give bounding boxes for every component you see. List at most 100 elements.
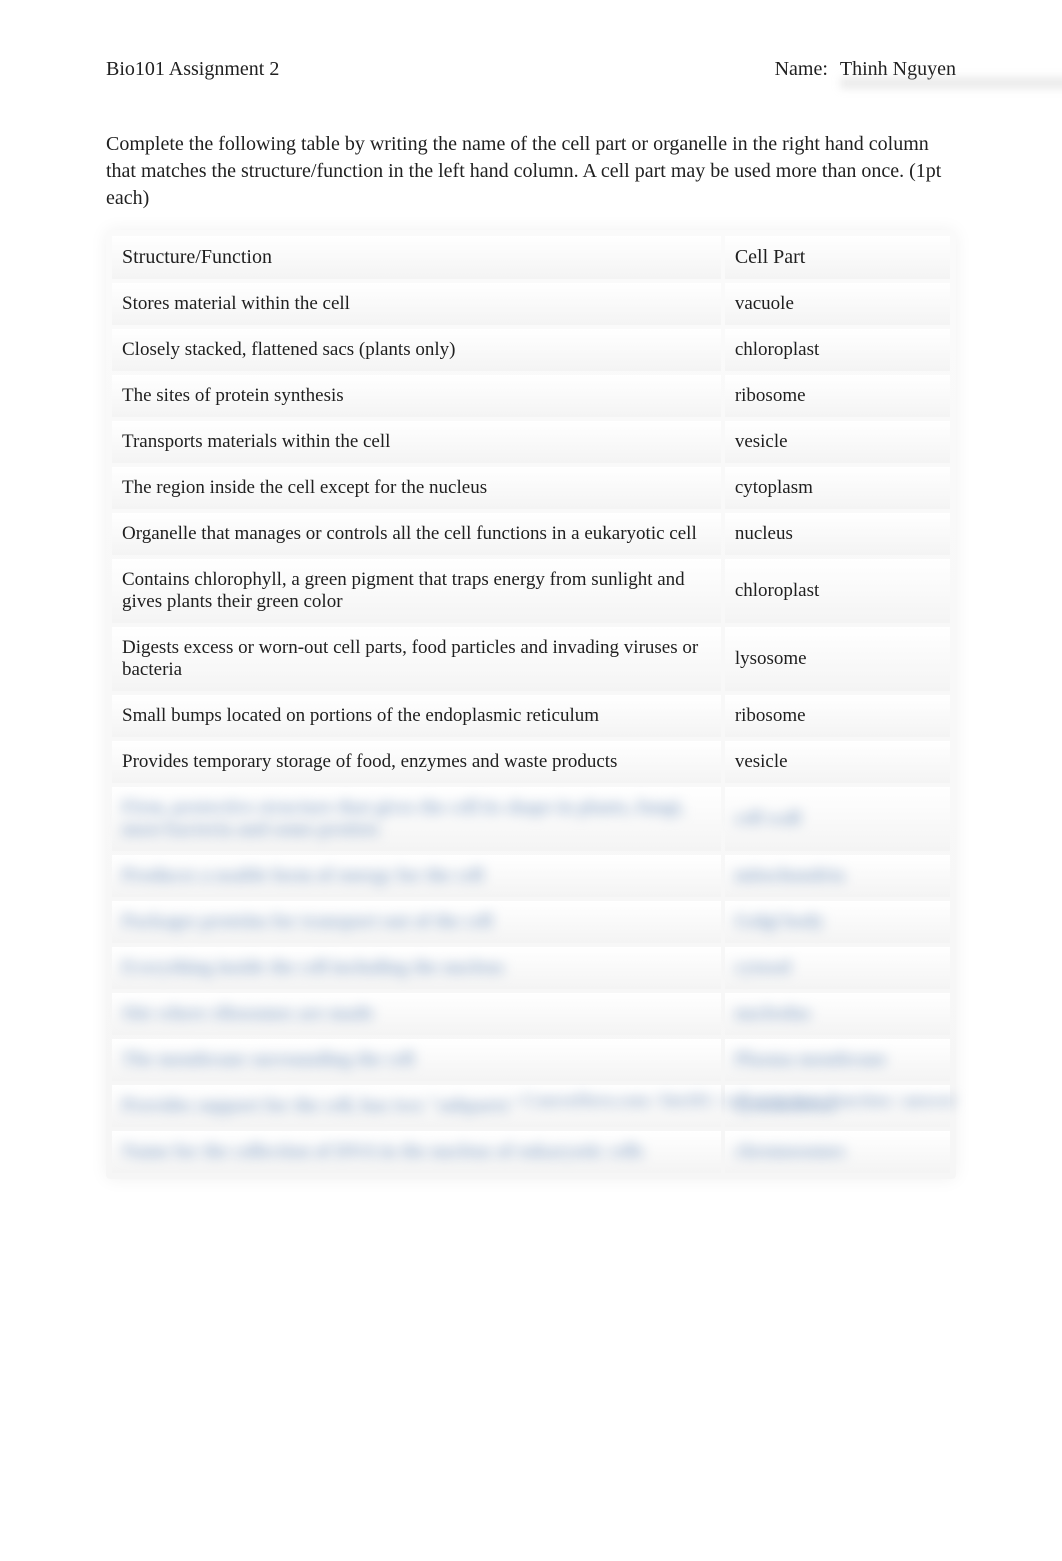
table-body: Stores material within the cell vacuole Cl… (112, 283, 950, 1173)
table-row: Firm, protective structure that gives th… (112, 787, 950, 851)
structure-cell: Everything inside the cell including the… (112, 947, 721, 989)
structure-text: Contains chlorophyll, a green pigment th… (122, 569, 685, 612)
table-row: Digests excess or worn-out cell parts, f… (112, 627, 950, 691)
cellpart-cell: chloroplast (725, 559, 950, 623)
structure-text: Small bumps located on portions of the e… (122, 705, 599, 726)
cellpart-text: nucleus (735, 523, 793, 544)
cellpart-cell: mitochondria (725, 855, 950, 897)
cellpart-cell: lysosome (725, 627, 950, 691)
structure-text: Name for the collection of DNA in the nu… (122, 1141, 644, 1163)
cellpart-cell: chromosomes (725, 1131, 950, 1173)
cellpart-text: cell wall (735, 808, 801, 830)
structure-text: Packages proteins for transport out of t… (122, 911, 492, 933)
cellpart-text: nucleolus (735, 1003, 811, 1025)
cellpart-cell: Plasma membrane (725, 1039, 950, 1081)
table-row: Closely stacked, flattened sacs (plants … (112, 329, 950, 371)
structure-text: Stores material within the cell (122, 293, 350, 314)
structure-cell: Site where ribosomes are made (112, 993, 721, 1035)
cell-parts-table: Structure/Function Cell Part Stores mate… (108, 232, 954, 1177)
cellpart-text: chloroplast (735, 339, 819, 360)
structure-cell: The sites of protein synthesis (112, 375, 721, 417)
table-row: Packages proteins for transport out of t… (112, 901, 950, 943)
cellpart-cell: vacuole (725, 283, 950, 325)
student-name: Thinh Nguyen (840, 58, 956, 83)
table-row: Contains chlorophyll, a green pigment th… (112, 559, 950, 623)
footer-watermark-text: CourseHero.com / bio101 / cell-structure… (523, 1090, 956, 1110)
cellpart-cell: cell wall (725, 787, 950, 851)
table-row: Everything inside the cell including the… (112, 947, 950, 989)
structure-text: Digests excess or worn-out cell parts, f… (122, 637, 698, 680)
structure-cell: The membrane surrounding the cell (112, 1039, 721, 1081)
structure-cell: Transports materials within the cell (112, 421, 721, 463)
cellpart-cell: cytosol (725, 947, 950, 989)
cellpart-cell: vesicle (725, 421, 950, 463)
cellpart-cell: Golgi body (725, 901, 950, 943)
structure-text: Everything inside the cell including the… (122, 957, 504, 979)
structure-text: Site where ribosomes are made (122, 1003, 374, 1025)
structure-cell: Firm, protective structure that gives th… (112, 787, 721, 851)
structure-cell: Contains chlorophyll, a green pigment th… (112, 559, 721, 623)
cellpart-cell: ribosome (725, 695, 950, 737)
instructions-text: Complete the following table by writing … (106, 131, 956, 212)
structure-cell: Produces a usable form of energy for the… (112, 855, 721, 897)
col-header-structure: Structure/Function (112, 236, 721, 279)
assignment-title: Bio101 Assignment 2 (106, 58, 279, 81)
structure-text: Closely stacked, flattened sacs (plants … (122, 339, 455, 360)
cellpart-cell: chloroplast (725, 329, 950, 371)
structure-cell: Provides temporary storage of food, enzy… (112, 741, 721, 783)
table-row: Transports materials within the cell vesi… (112, 421, 950, 463)
structure-cell: Stores material within the cell (112, 283, 721, 325)
cellpart-text: vesicle (735, 431, 788, 452)
name-label: Name: (775, 58, 828, 81)
cellpart-cell: nucleus (725, 513, 950, 555)
cellpart-text: lysosome (735, 648, 807, 669)
cellpart-cell: vesicle (725, 741, 950, 783)
structure-cell: Small bumps located on portions of the e… (112, 695, 721, 737)
cellpart-text: chromosomes (735, 1141, 845, 1163)
structure-cell: Organelle that manages or controls all t… (112, 513, 721, 555)
structure-cell: Closely stacked, flattened sacs (plants … (112, 329, 721, 371)
structure-cell: Digests excess or worn-out cell parts, f… (112, 627, 721, 691)
structure-text: Provides support for the cell, has two "… (122, 1095, 519, 1117)
structure-text: Firm, protective structure that gives th… (122, 797, 711, 841)
table-row: Produces a usable form of energy for the… (112, 855, 950, 897)
structure-cell: Name for the collection of DNA in the nu… (112, 1131, 721, 1173)
table-row: Name for the collection of DNA in the nu… (112, 1131, 950, 1173)
table-row: Provides temporary storage of food, enzy… (112, 741, 950, 783)
cellpart-text: ribosome (735, 385, 806, 406)
table-row: The region inside the cell except for th… (112, 467, 950, 509)
name-block: Name: Thinh Nguyen (775, 58, 956, 83)
structure-text: Organelle that manages or controls all t… (122, 523, 697, 544)
table-row: Stores material within the cell vacuole (112, 283, 950, 325)
cellpart-text: chloroplast (735, 580, 819, 601)
cellpart-text: Plasma membrane (735, 1049, 886, 1071)
cellpart-text: cytosol (735, 957, 791, 979)
structure-text: Transports materials within the cell (122, 431, 390, 452)
table-row: Organelle that manages or controls all t… (112, 513, 950, 555)
document-page: Bio101 Assignment 2 Name: Thinh Nguyen C… (0, 0, 1062, 1179)
structure-text: The membrane surrounding the cell (122, 1049, 414, 1071)
name-underline-blur (840, 77, 1062, 89)
structure-text: The sites of protein synthesis (122, 385, 344, 406)
col-header-cellpart: Cell Part (725, 236, 950, 279)
structure-cell: Packages proteins for transport out of t… (112, 901, 721, 943)
structure-text: The region inside the cell except for th… (122, 477, 487, 498)
footer-watermark: CourseHero.com / bio101 / cell-structure… (523, 1090, 956, 1111)
table-row: The membrane surrounding the cell Plasma … (112, 1039, 950, 1081)
cellpart-text: mitochondria (735, 865, 845, 887)
table-row: Site where ribosomes are made nucleolus (112, 993, 950, 1035)
table-row: Small bumps located on portions of the e… (112, 695, 950, 737)
structure-text: Provides temporary storage of food, enzy… (122, 751, 617, 772)
cellpart-text: cytoplasm (735, 477, 813, 498)
cellpart-text: vacuole (735, 293, 794, 314)
cellpart-cell: ribosome (725, 375, 950, 417)
cellpart-text: Golgi body (735, 911, 824, 933)
header-row: Bio101 Assignment 2 Name: Thinh Nguyen (106, 58, 956, 83)
cellpart-cell: cytoplasm (725, 467, 950, 509)
cellpart-cell: nucleolus (725, 993, 950, 1035)
table-container: Structure/Function Cell Part Stores mate… (106, 230, 956, 1179)
structure-cell: The region inside the cell except for th… (112, 467, 721, 509)
cellpart-text: vesicle (735, 751, 788, 772)
cellpart-text: ribosome (735, 705, 806, 726)
structure-text: Produces a usable form of energy for the… (122, 865, 483, 887)
